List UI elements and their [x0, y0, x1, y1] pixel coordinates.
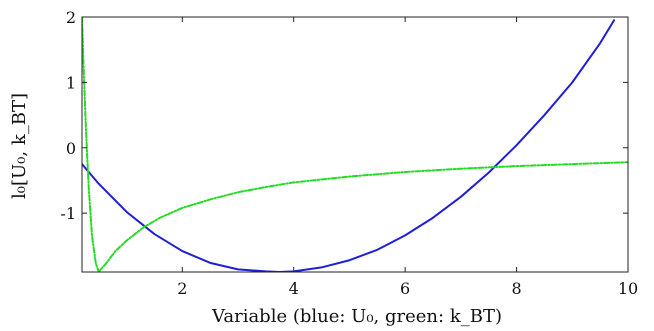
x-tick-label: 10 [618, 279, 638, 298]
y-tick-label: 2 [66, 8, 76, 27]
x-axis-label: Variable (blue: U₀, green: k_BT) [211, 306, 502, 327]
x-tick-label: 8 [511, 279, 521, 298]
series-line-1 [82, 17, 628, 272]
y-tick-label: 0 [66, 139, 76, 158]
y-tick-label: 1 [66, 73, 76, 92]
y-axis-label: l₀[U₀, k_BT] [9, 93, 30, 199]
series-line-0 [82, 19, 616, 272]
y-tick-label: -1 [60, 204, 76, 223]
plot-frame [81, 16, 629, 273]
axes-frame [81, 16, 629, 273]
x-tick-label: 4 [289, 279, 299, 298]
x-tick-label: 2 [177, 279, 187, 298]
series-layer [82, 17, 628, 272]
ticks-layer: 2 4 6 8 10 -1 0 1 2 [60, 8, 638, 298]
x-tick-label: 6 [400, 279, 410, 298]
